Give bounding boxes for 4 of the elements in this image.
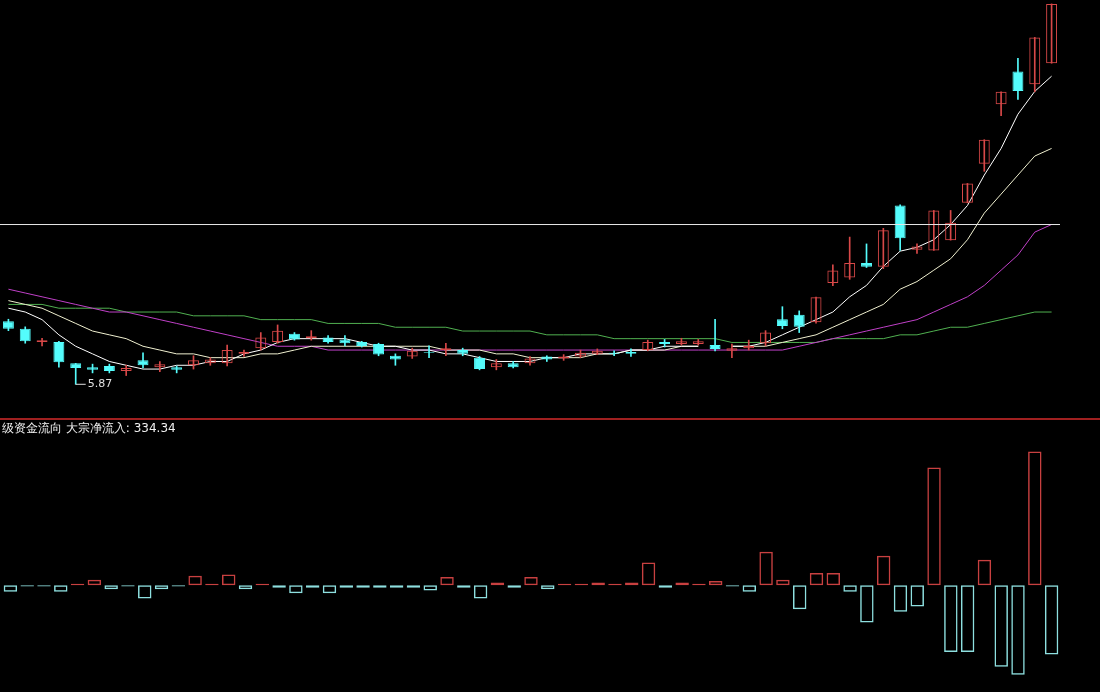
chart-title: 级资金流向 大宗净流入: 334.34	[2, 421, 176, 436]
candlestick	[70, 363, 82, 385]
annotation: 5.87	[87, 377, 113, 391]
candlestick	[928, 210, 940, 251]
